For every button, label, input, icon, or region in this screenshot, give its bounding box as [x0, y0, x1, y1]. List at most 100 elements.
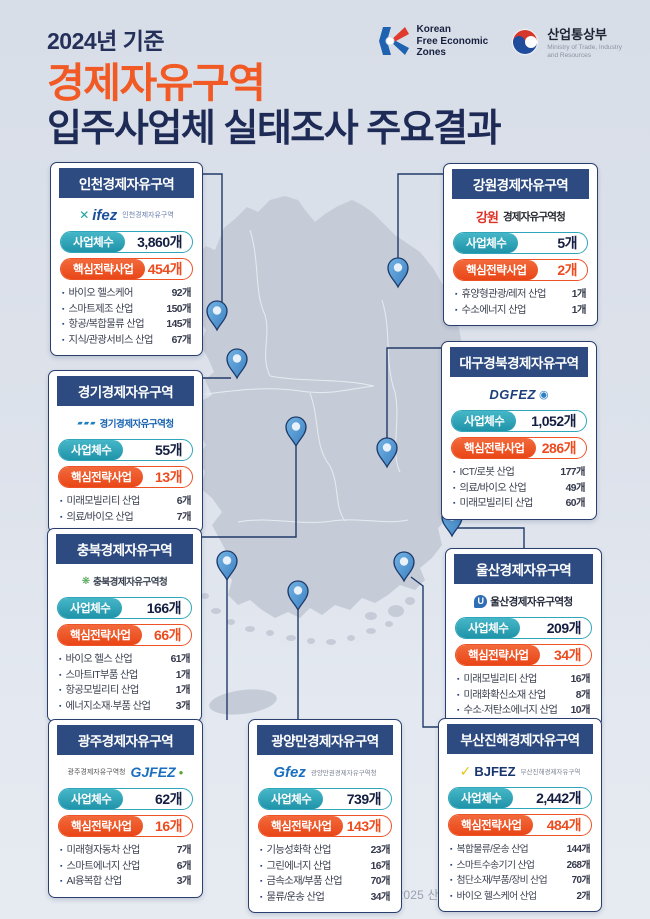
core-strategy-row: 핵심전략사업 13개 [58, 466, 193, 488]
zone-logo: DGFEZ ◉ [446, 382, 592, 406]
industry-name: 의료/바이오 산업 [66, 511, 134, 523]
core-strategy-label: 핵심전략사업 [58, 625, 143, 645]
zone-card-gwangju: 광주경제자유구역 광주경제자유구역청 GJFEZ ● 사업체수 62개 핵심전략사업… [48, 719, 203, 898]
industry-row: ▪ 바이오 헬스케어 92개 [62, 286, 192, 302]
business-count-row: 사업체수 5개 [453, 232, 588, 254]
industry-name: 스마트에너지 산업 [66, 860, 140, 872]
connector-chungbuk [202, 446, 297, 538]
core-strategy-label: 핵심전략사업 [61, 259, 146, 279]
business-count-row: 사업체수 209개 [455, 617, 592, 639]
core-strategy-value: 454개 [147, 261, 183, 277]
bullet-icon: ▪ [450, 892, 453, 900]
zone-card-busan: 부산진해경제자유구역 ✓ BJFEZ 부산진해경제자유구역 사업체수 2,442개 … [438, 718, 602, 912]
industry-count: 49개 [565, 482, 586, 494]
industry-name: 스마트제조 산업 [68, 303, 133, 315]
business-count-label: 사업체수 [259, 789, 324, 809]
industry-count: 1개 [175, 685, 191, 696]
motie-logo: 산업통상부 Ministry of Trade, Industry and Re… [510, 24, 622, 60]
industry-name: 바이오 헬스 산업 [65, 654, 133, 665]
industry-name: 스마트IT부품 산업 [65, 669, 138, 681]
industry-row: ▪ 미래모빌리티 산업 6개 [60, 494, 192, 510]
business-count-value: 2,442개 [536, 790, 581, 806]
bullet-icon: ▪ [450, 877, 453, 884]
industry-row: ▪ 수소·저탄소에너지 산업 10개 [457, 703, 591, 719]
logo-main-text: DGFEZ [489, 386, 536, 402]
core-strategy-row: 핵심전략사업 454개 [60, 258, 193, 280]
zone-logo: 강원 경제자유구역청 [448, 204, 593, 228]
industry-row: ▪ ICT/로봇 산업 177개 [453, 465, 585, 481]
logo-sub-text: 인천경제자유구역 [122, 212, 174, 219]
core-strategy-value: 2개 [557, 262, 577, 278]
core-strategy-label: 핵심전략사업 [59, 816, 144, 836]
core-strategy-value: 286개 [541, 440, 577, 456]
bullet-icon: ▪ [455, 306, 458, 314]
business-count-row: 사업체수 62개 [58, 788, 193, 810]
business-count-label: 사업체수 [454, 233, 519, 253]
industry-count: 144개 [566, 844, 591, 855]
business-count-value: 55개 [155, 442, 182, 458]
industry-list: ▪ 미래모빌리티 산업 6개 ▪ 의료/바이오 산업 7개 [49, 493, 202, 525]
page-title-line2: 입주사업체 실태조사 주요결과 [47, 108, 502, 151]
core-strategy-value: 16개 [155, 818, 182, 834]
industry-row: ▪ 그린에너지 산업 16개 [260, 859, 391, 875]
mainland-shape [192, 196, 468, 618]
industry-name: 휴양형관광/레저 산업 [461, 289, 546, 300]
logo-sub-text: 경제자유구역청 [502, 210, 566, 223]
zone-logo: ✕ ifez 인천경제자유구역 [55, 203, 198, 227]
industry-row: ▪ 미래화확신소재 산업 8개 [457, 688, 591, 704]
connector-daegu [386, 347, 441, 442]
business-count-row: 사업체수 1,052개 [451, 410, 587, 432]
motie-emblem-icon [511, 28, 539, 56]
business-count-row: 사업체수 166개 [57, 597, 192, 619]
bullet-icon: ▪ [450, 861, 453, 869]
bullet-icon: ▪ [60, 847, 63, 854]
kfez-logo: Korean Free Economic Zones [376, 24, 489, 59]
industry-row: ▪ 스마트제조 산업 150개 [62, 302, 191, 318]
logo-pre-text: 광주경제자유구역청 [67, 769, 126, 776]
core-strategy-row: 핵심전략사업 286개 [451, 437, 587, 459]
zone-logo: U 울산경제자유구역청 [450, 589, 597, 613]
bullet-icon: ▪ [455, 291, 458, 298]
industry-name: 바이오 헬스케어 [68, 288, 133, 299]
logo-main-text: GJFEZ [130, 764, 176, 780]
business-count-value: 62개 [155, 791, 182, 807]
zone-card-gyeonggi: 경기경제자유구역 ▰▰▰ 경기경제자유구역청 사업체수 55개 핵심전략사업 13… [48, 370, 203, 533]
industry-count: 61개 [170, 654, 191, 665]
bullet-icon: ▪ [453, 469, 456, 476]
kfez-k-icon [378, 27, 409, 56]
business-count-value: 209개 [546, 620, 582, 636]
industry-row: ▪ 의료/바이오 산업 49개 [453, 481, 586, 497]
industry-name: 미래형자동차 산업 [66, 845, 140, 856]
core-strategy-value: 484개 [546, 817, 582, 833]
industry-row: ▪ 미래형자동차 산업 7개 [60, 843, 192, 859]
core-strategy-label: 핵심전략사업 [59, 467, 144, 487]
zone-card-incheon: 인천경제자유구역 ✕ ifez 인천경제자유구역 사업체수 3,860개 핵심전략사… [50, 162, 203, 356]
connector-incheon [203, 173, 223, 303]
core-strategy-row: 핵심전략사업 143개 [258, 815, 392, 837]
industry-count: 6개 [176, 860, 192, 872]
core-strategy-row: 핵심전략사업 34개 [455, 644, 592, 666]
logo-main-text: ifez [92, 206, 118, 224]
connector-lines [202, 173, 525, 728]
zone-logo: ▰▰▰ 경기경제자유구역청 [53, 411, 198, 435]
connector-ulsan [456, 527, 525, 549]
core-strategy-value: 13개 [155, 469, 182, 485]
bullet-icon: ▪ [62, 321, 65, 328]
bullet-icon: ▪ [59, 687, 62, 694]
industry-name: 미래모빌리티 산업 [459, 498, 533, 509]
industry-count: 3개 [175, 700, 191, 712]
business-count-row: 사업체수 55개 [58, 439, 193, 461]
industry-row: ▪ 물류/운송 산업 34개 [260, 890, 391, 906]
logo-sub-text: 부산진해경제자유구역 [520, 769, 581, 776]
stripes-icon: ▰▰▰ [77, 420, 97, 427]
industry-count: 2개 [576, 890, 591, 902]
zone-title: 부산진해경제자유구역 [447, 724, 593, 754]
core-strategy-label: 핵심전략사업 [456, 645, 541, 665]
industry-row: ▪ 항공/복합물류 산업 145개 [62, 317, 191, 333]
bullet-icon: ▪ [59, 702, 62, 710]
zone-title: 광양만경제자유구역 [257, 725, 393, 755]
core-strategy-row: 핵심전략사업 16개 [58, 815, 193, 837]
kfez-logo-text: Korean Free Economic Zones [416, 24, 489, 58]
industry-name: 의료/바이오 산업 [459, 482, 527, 494]
